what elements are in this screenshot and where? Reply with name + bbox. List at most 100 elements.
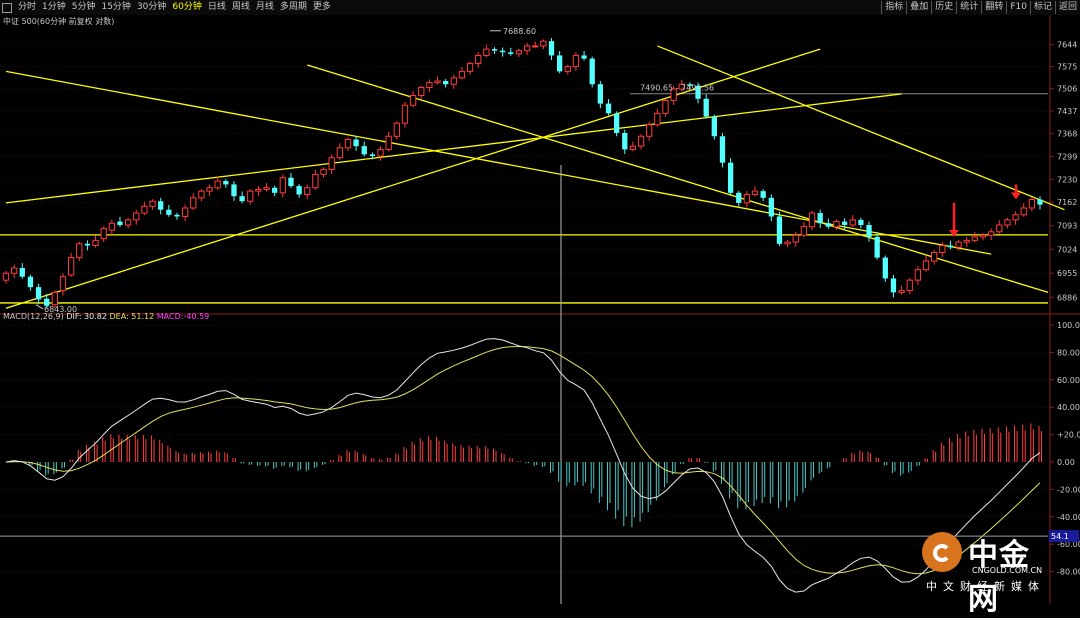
period-tab[interactable]: 1分钟 xyxy=(42,2,66,12)
candle-body xyxy=(141,205,148,214)
price-tick-label: 7162 xyxy=(1057,198,1077,207)
dif-value: 30.82 xyxy=(82,312,107,321)
candle-body xyxy=(1037,199,1043,205)
red-arrow-icon xyxy=(949,202,959,237)
candle-body xyxy=(988,231,995,236)
price-tick-label: 7506 xyxy=(1057,85,1077,94)
tool-button[interactable]: 返回 xyxy=(1054,1,1080,14)
tool-button[interactable]: 翻转 xyxy=(981,1,1006,14)
candle-body xyxy=(214,180,221,189)
candle-body xyxy=(458,70,466,79)
candle-body xyxy=(849,219,856,226)
low-annotation-leader xyxy=(35,304,44,310)
candle-body xyxy=(27,276,34,288)
trendlines xyxy=(0,45,1065,604)
candle-body xyxy=(117,221,123,225)
red-arrow-icon xyxy=(1011,184,1021,200)
price-tick-label: 6955 xyxy=(1057,269,1077,278)
candle-body xyxy=(523,45,531,52)
candle-body xyxy=(874,236,880,258)
period-tab[interactable]: 5分钟 xyxy=(71,2,96,12)
period-tab[interactable]: 60分钟 xyxy=(172,2,202,12)
candle-body xyxy=(296,186,302,195)
candle-body xyxy=(466,62,474,72)
candle-body xyxy=(629,145,637,150)
menu-icon[interactable] xyxy=(2,2,12,13)
candle-body xyxy=(597,84,603,104)
candle-body xyxy=(532,45,539,48)
macd-histogram xyxy=(12,423,1042,528)
tool-button[interactable]: 标记 xyxy=(1029,1,1055,14)
tool-button[interactable]: 指标 xyxy=(881,1,906,14)
macd-tick-label: 60.00 xyxy=(1057,376,1080,385)
candle-body xyxy=(320,168,327,175)
candle-body xyxy=(231,184,237,197)
tool-button[interactable]: 统计 xyxy=(956,1,981,14)
candle-body xyxy=(418,86,425,97)
low-annotation: 6843.00 xyxy=(44,305,77,314)
dif-label: DIF: xyxy=(66,312,81,321)
candle-body xyxy=(540,40,547,47)
candle-body xyxy=(662,99,669,114)
candle-body xyxy=(279,177,286,194)
candle-body xyxy=(426,82,433,88)
candle-body xyxy=(922,260,930,271)
candle-body xyxy=(882,257,888,279)
tool-button[interactable]: 历史 xyxy=(931,1,956,14)
candle-body xyxy=(174,214,180,217)
candle-body xyxy=(353,139,359,147)
candle-body xyxy=(336,147,343,159)
period-tab[interactable]: 15分钟 xyxy=(101,2,131,12)
price-tick-label: 7299 xyxy=(1057,152,1077,161)
candle-body xyxy=(581,55,587,59)
macd-label: MACD: xyxy=(157,312,184,321)
price-tick-label: 6886 xyxy=(1057,293,1077,302)
candle-body xyxy=(133,212,140,221)
candle-body xyxy=(247,190,254,202)
candle-body xyxy=(515,50,523,55)
trendline xyxy=(657,45,1065,211)
period-tab[interactable]: 日线 xyxy=(207,2,226,12)
candle-body xyxy=(589,58,595,85)
period-tab[interactable]: 月线 xyxy=(255,2,274,12)
tool-button[interactable]: 叠加 xyxy=(906,1,931,14)
candle-body xyxy=(2,272,10,281)
candle-body xyxy=(670,88,677,101)
candle-body xyxy=(223,181,229,185)
trendline xyxy=(5,48,821,309)
candle-body xyxy=(695,85,701,99)
candle-body xyxy=(996,224,1003,233)
candle-body xyxy=(51,291,58,306)
price-tick-label: 7368 xyxy=(1057,130,1077,139)
logo-mark xyxy=(922,532,962,572)
candle-body xyxy=(255,188,262,192)
tool-button[interactable]: F10 xyxy=(1006,1,1030,14)
period-tab[interactable]: 多周期 xyxy=(279,2,307,12)
candle-body xyxy=(947,245,954,248)
cngold-logo: 中金网 CNGOLD.COM.CN 中文财经新媒体 xyxy=(922,528,1052,617)
macd-tick-label: 100.00 xyxy=(1057,321,1080,330)
macd-axis: 100.00 80.00 60.00 40.00 +20.00 0.00 -20.00 -40… xyxy=(1050,321,1080,577)
candle-body xyxy=(556,55,563,72)
candle-body xyxy=(443,81,449,85)
period-tab[interactable]: 30分钟 xyxy=(136,2,167,12)
period-tab[interactable]: 分时 xyxy=(18,2,37,12)
candle-body xyxy=(409,95,417,106)
candle-body xyxy=(491,49,498,51)
candle-body xyxy=(59,276,67,292)
period-tab[interactable]: 周线 xyxy=(231,2,250,12)
macd-tick-label: -20.00 xyxy=(1057,485,1080,494)
candle-body xyxy=(190,197,197,209)
candle-body xyxy=(385,135,392,150)
candle-body xyxy=(1028,199,1036,209)
price-tick-label: 7575 xyxy=(1057,63,1077,72)
candle-body xyxy=(898,290,905,293)
candle-body xyxy=(678,83,685,90)
candle-body xyxy=(198,190,205,199)
macd-tick-label: +20.00 xyxy=(1057,431,1080,440)
candle-body xyxy=(711,116,717,137)
candle-body xyxy=(939,245,946,253)
price-tick-label: 7093 xyxy=(1057,222,1077,231)
period-tab[interactable]: 更多 xyxy=(312,2,331,12)
candle-body xyxy=(401,104,409,124)
